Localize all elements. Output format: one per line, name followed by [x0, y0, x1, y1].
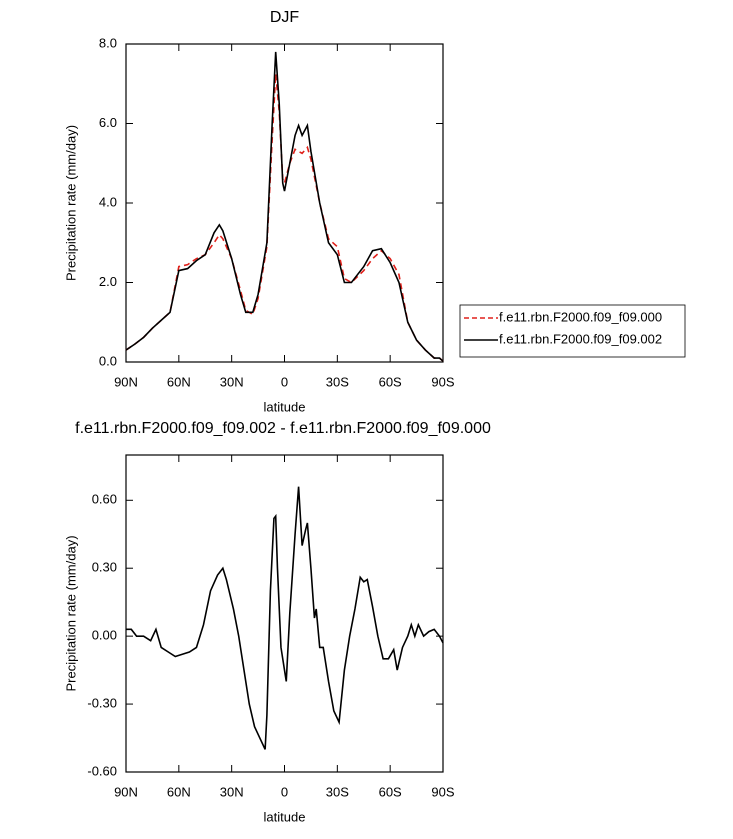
x-tick-label: 0 [281, 784, 288, 799]
plot-frame [125, 43, 444, 363]
y-tick-label: 8.0 [99, 35, 117, 50]
y-axis-label: Precipitation rate (mm/day) [63, 535, 78, 691]
x-tick-label: 30N [220, 374, 244, 389]
y-tick-label: 2.0 [99, 274, 117, 289]
x-tick-label: 90S [431, 374, 454, 389]
y-tick-label: 0.30 [92, 560, 117, 575]
y-tick-label: -0.30 [87, 696, 117, 711]
x-tick-label: 90N [114, 784, 138, 799]
x-tick-label: 30S [326, 374, 349, 389]
chart-title: f.e11.rbn.F2000.f09_f09.002 - f.e11.rbn.… [75, 420, 491, 437]
y-tick-label: 0.0 [99, 353, 117, 368]
y-tick-label: -0.60 [87, 763, 117, 778]
data-line [126, 486, 444, 750]
chart-title: DJF [270, 9, 300, 26]
y-tick-label: 0.00 [92, 628, 117, 643]
x-tick-label: 0 [281, 374, 288, 389]
plot-frame [125, 454, 444, 773]
y-tick-label: 0.60 [92, 492, 117, 507]
legend-label: f.e11.rbn.F2000.f09_f09.002 [499, 331, 662, 346]
y-tick-label: 6.0 [99, 115, 117, 130]
y-axis-label: Precipitation rate (mm/day) [63, 125, 78, 281]
legend-label: f.e11.rbn.F2000.f09_f09.000 [499, 309, 662, 324]
x-axis-label: latitude [264, 399, 306, 414]
x-tick-label: 90N [114, 374, 138, 389]
y-tick-label: 4.0 [99, 194, 117, 209]
x-tick-label: 90S [431, 784, 454, 799]
x-tick-label: 60N [167, 784, 191, 799]
data-line [125, 73, 444, 362]
x-tick-label: 60S [379, 374, 402, 389]
legend-box [459, 304, 686, 358]
x-tick-label: 30N [220, 784, 244, 799]
x-tick-label: 60S [379, 784, 402, 799]
x-tick-label: 30S [326, 784, 349, 799]
data-line [125, 51, 444, 362]
x-axis-label: latitude [264, 809, 306, 824]
x-tick-label: 60N [167, 374, 191, 389]
